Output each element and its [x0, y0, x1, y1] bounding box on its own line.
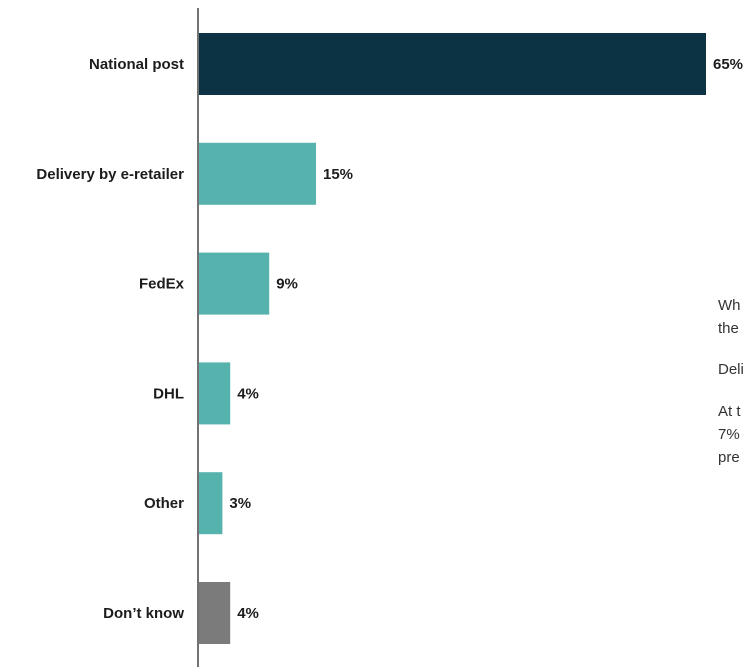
value-label-6: 4% [237, 605, 259, 622]
value-label-4: 4% [237, 385, 259, 402]
category-label-5: Other [144, 495, 184, 512]
value-label-2: 15% [323, 166, 353, 183]
side-text-line-6: pre [718, 449, 740, 466]
bar-4 [199, 362, 231, 425]
bar-6 [199, 582, 231, 644]
bar-3 [199, 252, 270, 315]
bar-1 [199, 33, 706, 95]
category-label-6: Don’t know [103, 605, 184, 622]
value-label-5: 3% [229, 495, 251, 512]
category-label-1: National post [89, 56, 184, 73]
side-text-line-3: Deli [718, 361, 744, 378]
side-text-line-2: the [718, 320, 739, 337]
side-text-line-5: 7% [718, 426, 740, 443]
side-text-line-4: At t [718, 403, 741, 420]
value-label-3: 9% [276, 276, 298, 293]
category-label-2: Delivery by e-retailer [36, 166, 184, 183]
side-text-line-1: Wh [718, 297, 741, 314]
bar-2 [199, 142, 316, 205]
category-label-4: DHL [153, 385, 184, 402]
bar-5 [199, 472, 223, 535]
category-label-3: FedEx [139, 276, 185, 293]
value-label-1: 65% [713, 56, 743, 73]
